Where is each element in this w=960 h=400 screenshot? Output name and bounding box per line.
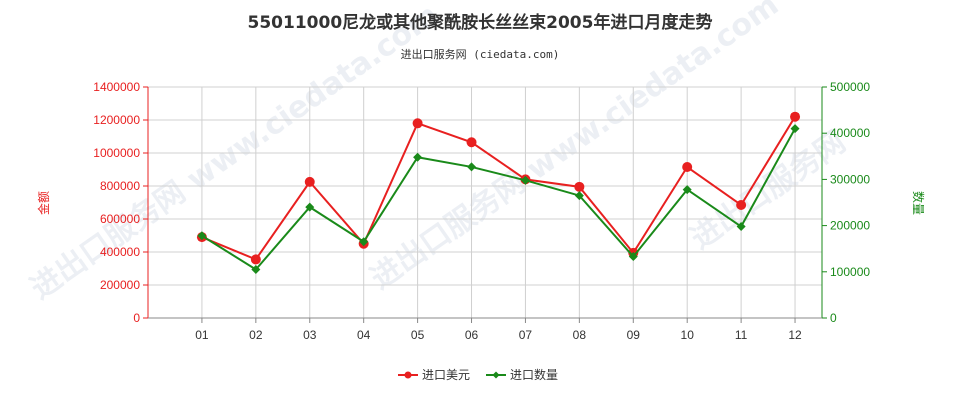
right-tick-label: 200000: [830, 219, 870, 233]
left-axis-label: 金额: [36, 191, 51, 215]
data-point[interactable]: [359, 237, 369, 247]
x-tick-label: 06: [465, 328, 479, 342]
data-point[interactable]: [736, 222, 746, 232]
data-point[interactable]: [304, 176, 315, 187]
left-tick-label: 1400000: [93, 80, 140, 94]
series-line: [201, 128, 796, 271]
legend-label: 进口数量: [510, 367, 558, 382]
x-tick-label: 11: [735, 328, 748, 342]
left-tick-label: 1200000: [93, 113, 140, 127]
left-tick-label: 600000: [100, 212, 140, 226]
x-tick-label: 09: [627, 328, 641, 342]
x-axis-ticks: 01 02 03 04 05 06 07 08 09 10 11 12: [195, 318, 802, 342]
data-point[interactable]: [628, 252, 638, 262]
right-axis-ticks: 0 100000 200000 300000 400000 500000: [822, 80, 870, 325]
legend-swatch-marker: [492, 371, 500, 379]
x-tick-label: 07: [519, 328, 533, 342]
x-tick-label: 03: [303, 328, 317, 342]
data-point[interactable]: [305, 202, 315, 212]
legend-item[interactable]: 进口数量: [486, 367, 558, 382]
data-point[interactable]: [251, 264, 261, 274]
data-point[interactable]: [466, 137, 477, 148]
data-point[interactable]: [412, 118, 423, 129]
right-tick-label: 100000: [830, 265, 870, 279]
left-axis-ticks: 0 200000 400000 600000 800000 1000000 1200000 1…: [93, 80, 148, 325]
series-line: [201, 116, 796, 261]
x-tick-label: 12: [788, 328, 802, 342]
data-point[interactable]: [736, 199, 747, 210]
left-tick-label: 400000: [100, 245, 140, 259]
chart-title: 55011000尼龙或其他聚酰胺长丝丝束2005年进口月度走势: [248, 12, 713, 33]
legend-swatch-marker: [404, 371, 412, 379]
left-tick-label: 0: [133, 311, 140, 325]
data-point[interactable]: [574, 181, 585, 192]
data-point[interactable]: [790, 111, 801, 122]
right-tick-label: 400000: [830, 126, 870, 140]
x-tick-label: 04: [357, 328, 371, 342]
series-layer: [196, 111, 801, 274]
right-tick-label: 0: [830, 311, 837, 325]
chart-subtitle: 进出口服务网 (ciedata.com): [401, 47, 560, 61]
data-point[interactable]: [682, 185, 692, 195]
data-point[interactable]: [682, 162, 693, 173]
x-tick-label: 08: [573, 328, 587, 342]
data-point[interactable]: [197, 231, 207, 241]
left-tick-label: 200000: [100, 278, 140, 292]
data-point[interactable]: [250, 254, 261, 265]
x-tick-label: 10: [681, 328, 695, 342]
legend-item[interactable]: 进口美元: [398, 368, 470, 382]
data-point[interactable]: [574, 191, 584, 201]
axes: [147, 87, 823, 319]
data-point[interactable]: [520, 175, 530, 185]
data-point[interactable]: [467, 162, 477, 172]
right-axis-label: 数量: [911, 191, 926, 215]
right-tick-label: 300000: [830, 172, 870, 186]
left-tick-label: 800000: [100, 179, 140, 193]
x-tick-label: 01: [195, 328, 209, 342]
series-2: [197, 124, 800, 274]
right-tick-label: 500000: [830, 80, 870, 94]
legend[interactable]: 进口美元 进口数量: [398, 367, 558, 382]
x-tick-label: 02: [249, 328, 263, 342]
legend-label: 进口美元: [422, 368, 470, 382]
data-point[interactable]: [413, 152, 423, 162]
left-tick-label: 1000000: [93, 146, 140, 160]
watermark: 进出口服务网: [685, 125, 853, 257]
x-tick-label: 05: [411, 328, 425, 342]
data-point[interactable]: [790, 124, 800, 134]
